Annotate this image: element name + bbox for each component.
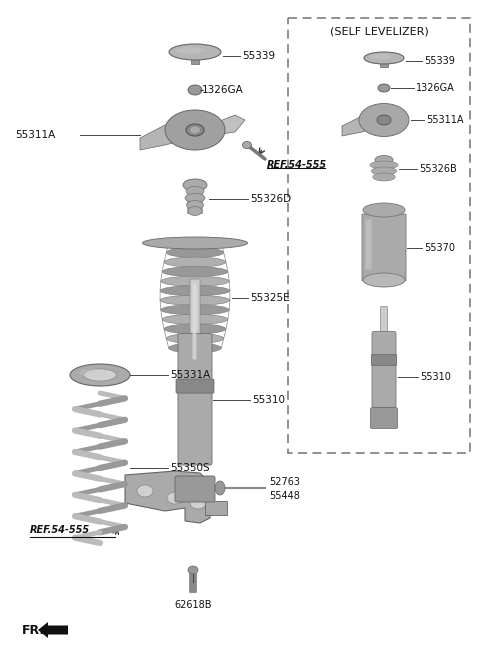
Text: 55311A: 55311A — [15, 130, 55, 140]
Ellipse shape — [186, 186, 204, 195]
Polygon shape — [205, 501, 227, 515]
Text: 55326B: 55326B — [419, 164, 457, 174]
FancyArrow shape — [38, 622, 68, 638]
Polygon shape — [191, 52, 199, 64]
Ellipse shape — [373, 173, 395, 181]
Ellipse shape — [70, 364, 130, 386]
Ellipse shape — [167, 492, 183, 504]
Ellipse shape — [363, 273, 405, 287]
FancyBboxPatch shape — [372, 331, 396, 407]
FancyBboxPatch shape — [187, 188, 203, 214]
Ellipse shape — [169, 238, 221, 248]
Ellipse shape — [375, 155, 393, 165]
Ellipse shape — [377, 115, 391, 125]
Ellipse shape — [183, 179, 207, 191]
FancyBboxPatch shape — [190, 573, 196, 592]
FancyBboxPatch shape — [175, 476, 215, 502]
Ellipse shape — [372, 167, 396, 175]
Ellipse shape — [369, 54, 391, 59]
Text: 55350S: 55350S — [170, 463, 210, 473]
Ellipse shape — [186, 124, 204, 136]
Text: FR.: FR. — [22, 623, 45, 636]
Text: 55311A: 55311A — [426, 115, 464, 125]
Ellipse shape — [162, 314, 228, 324]
Text: 52763: 52763 — [269, 477, 300, 487]
Text: 55310: 55310 — [252, 395, 285, 405]
Text: 62618B: 62618B — [174, 600, 212, 610]
FancyBboxPatch shape — [362, 214, 406, 281]
Ellipse shape — [185, 194, 205, 203]
Ellipse shape — [166, 333, 224, 344]
Ellipse shape — [161, 305, 229, 315]
Text: 55310: 55310 — [420, 372, 451, 382]
Ellipse shape — [176, 47, 204, 54]
Ellipse shape — [190, 127, 200, 134]
Polygon shape — [125, 471, 210, 523]
Ellipse shape — [187, 201, 204, 209]
Ellipse shape — [164, 257, 226, 267]
Text: 55331A: 55331A — [170, 370, 210, 380]
FancyBboxPatch shape — [192, 285, 196, 359]
FancyBboxPatch shape — [381, 306, 387, 356]
Text: 55339: 55339 — [424, 56, 455, 66]
Ellipse shape — [169, 343, 221, 353]
Text: 55448: 55448 — [269, 491, 300, 501]
FancyBboxPatch shape — [190, 279, 200, 373]
Ellipse shape — [364, 52, 404, 64]
Polygon shape — [210, 115, 245, 135]
Ellipse shape — [188, 207, 202, 216]
Ellipse shape — [165, 110, 225, 150]
Ellipse shape — [84, 369, 117, 381]
Ellipse shape — [378, 84, 390, 92]
Polygon shape — [140, 120, 185, 150]
Text: (SELF LEVELIZER): (SELF LEVELIZER) — [330, 27, 428, 37]
Ellipse shape — [169, 44, 221, 60]
Ellipse shape — [242, 142, 252, 148]
Text: 55325E: 55325E — [250, 293, 289, 303]
Ellipse shape — [79, 369, 106, 377]
Text: 1326GA: 1326GA — [416, 83, 455, 93]
Text: REF.54-555: REF.54-555 — [267, 160, 327, 170]
Ellipse shape — [161, 276, 229, 286]
FancyBboxPatch shape — [178, 333, 212, 465]
Ellipse shape — [363, 203, 405, 217]
Ellipse shape — [137, 485, 153, 497]
Text: REF.54-555: REF.54-555 — [30, 525, 90, 535]
Ellipse shape — [143, 237, 248, 249]
Ellipse shape — [190, 497, 206, 509]
FancyBboxPatch shape — [176, 379, 214, 393]
Text: 1326GA: 1326GA — [202, 85, 244, 95]
Ellipse shape — [166, 247, 224, 258]
Polygon shape — [342, 112, 374, 136]
Polygon shape — [380, 58, 388, 67]
Ellipse shape — [188, 566, 198, 574]
FancyBboxPatch shape — [378, 163, 390, 180]
Ellipse shape — [164, 324, 226, 334]
FancyBboxPatch shape — [365, 220, 372, 269]
Ellipse shape — [359, 104, 409, 136]
Text: 55370: 55370 — [424, 243, 455, 253]
Ellipse shape — [370, 161, 398, 169]
FancyBboxPatch shape — [371, 407, 397, 428]
Ellipse shape — [215, 481, 225, 495]
Ellipse shape — [162, 266, 228, 277]
Ellipse shape — [160, 286, 230, 296]
Ellipse shape — [188, 85, 202, 95]
Text: 55339: 55339 — [242, 51, 275, 61]
Ellipse shape — [160, 295, 230, 305]
FancyBboxPatch shape — [372, 354, 396, 365]
FancyBboxPatch shape — [288, 18, 470, 453]
Text: 55326D: 55326D — [250, 194, 291, 204]
